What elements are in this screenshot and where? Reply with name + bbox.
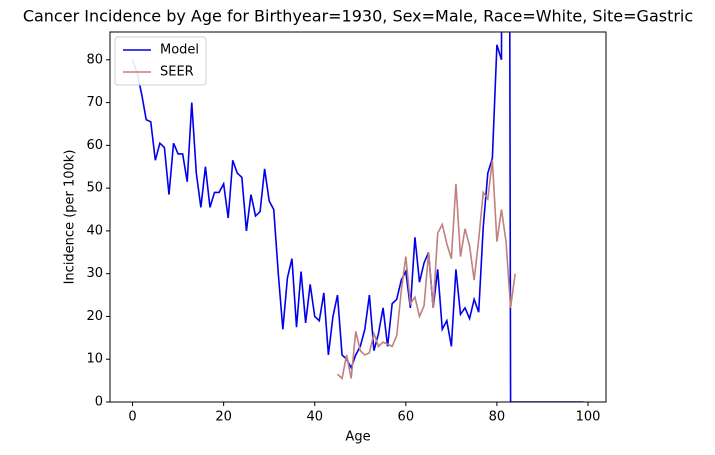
chart-title: Cancer Incidence by Age for Birthyear=19… xyxy=(23,7,693,26)
y-tick-label: 50 xyxy=(86,181,103,196)
x-tick-label: 0 xyxy=(128,410,136,425)
legend-box xyxy=(114,36,207,86)
y-tick-label: 60 xyxy=(86,138,103,153)
x-tick-label: 20 xyxy=(215,410,232,425)
legend-label: SEER xyxy=(160,65,194,80)
series-line xyxy=(131,32,584,402)
x-tick-label: 40 xyxy=(306,410,323,425)
x-tick-label: 60 xyxy=(398,410,415,425)
y-tick-label: 70 xyxy=(86,95,103,110)
y-axis-label: Incidence (per 100k) xyxy=(63,150,78,285)
y-tick-label: 0 xyxy=(95,395,103,410)
x-tick-label: 100 xyxy=(576,410,601,425)
axes-frame xyxy=(109,31,607,403)
y-tick-label: 20 xyxy=(86,309,103,324)
y-tick-label: 10 xyxy=(86,352,103,367)
plot-area xyxy=(131,32,584,402)
y-tick-label: 80 xyxy=(86,52,103,67)
x-tick-label: 80 xyxy=(489,410,506,425)
series-line xyxy=(336,160,516,381)
y-tick-label: 30 xyxy=(86,266,103,281)
x-axis-label: Age xyxy=(345,430,370,445)
y-tick-label: 40 xyxy=(86,223,103,238)
legend-label: Model xyxy=(160,43,199,58)
